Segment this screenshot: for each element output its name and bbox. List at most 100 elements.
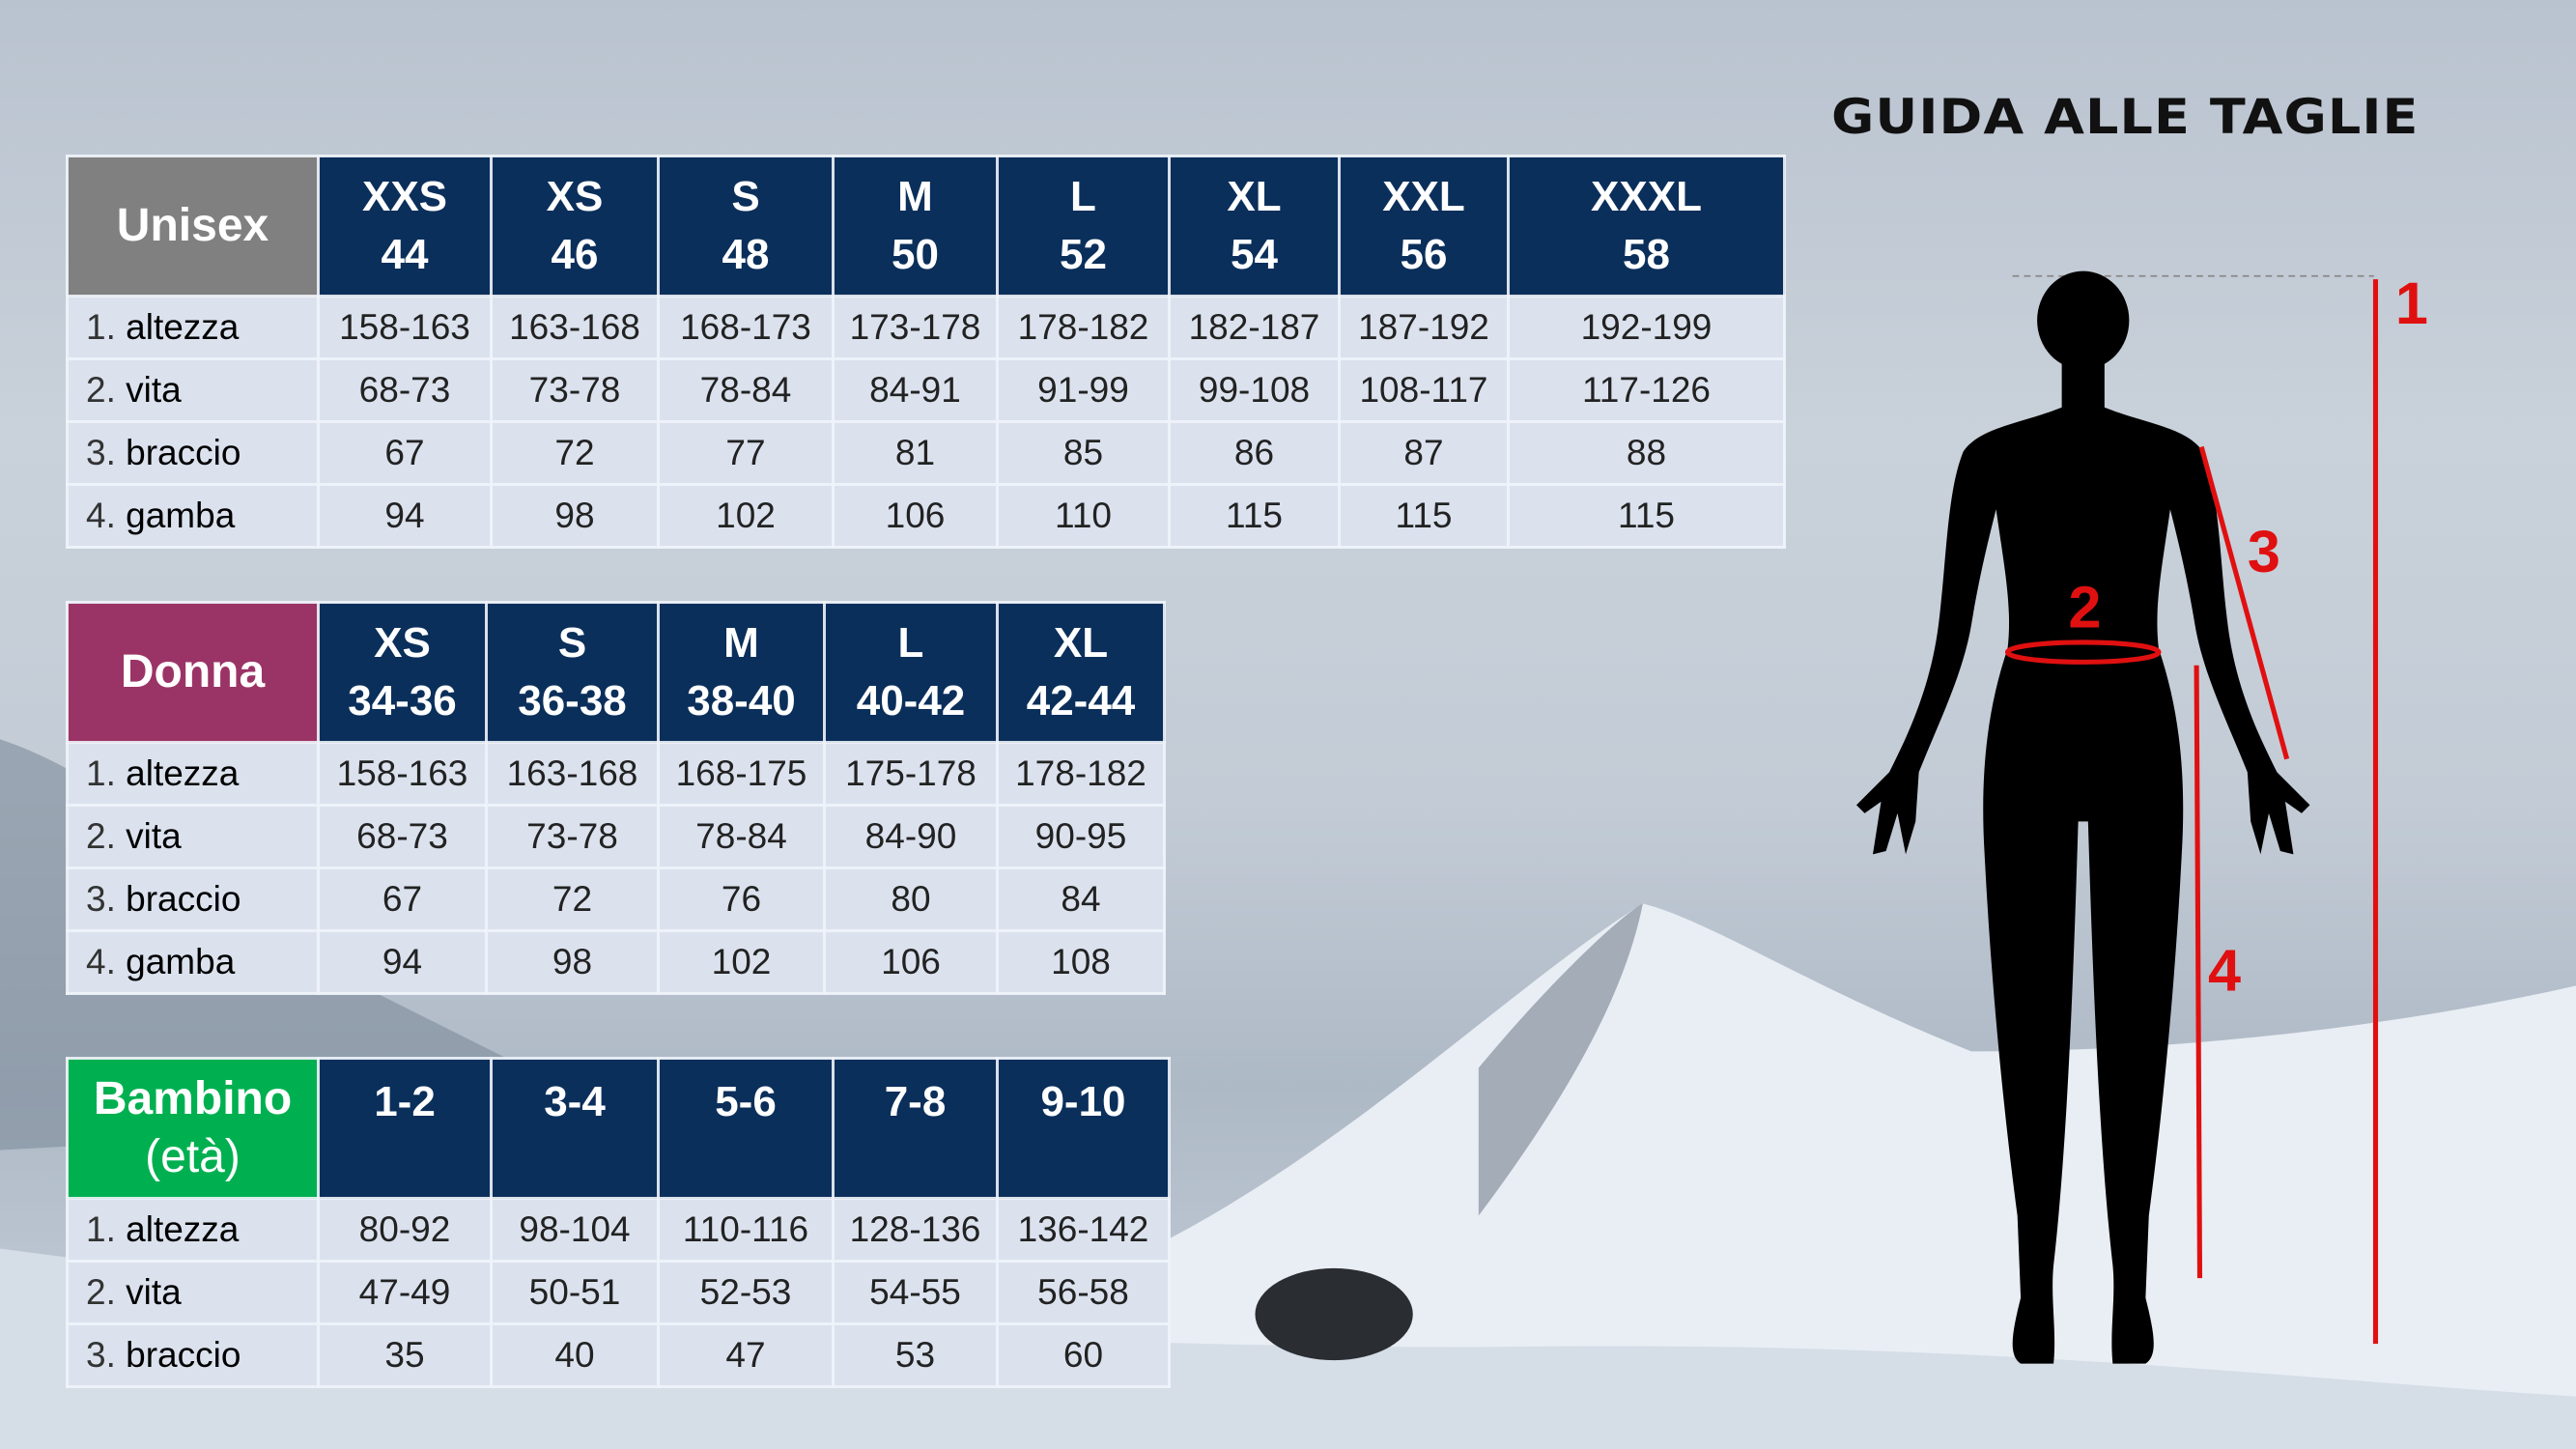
size-header-line: M <box>897 173 933 220</box>
table-cell: 78-84 <box>657 804 826 869</box>
table-cell: 182-187 <box>1168 295 1341 360</box>
table-cell: 187-192 <box>1338 295 1510 360</box>
size-header-line: 36-38 <box>518 677 627 724</box>
size-header: XL 54 <box>1168 155 1341 298</box>
size-header: 9-10 <box>996 1057 1171 1200</box>
size-header-line: 3-4 <box>544 1078 606 1125</box>
row-number: 3. <box>86 879 116 919</box>
leg-line <box>2194 665 2203 1279</box>
marker-4: 4 <box>2208 938 2241 1004</box>
category-label: Bambino <box>93 1073 293 1124</box>
table-cell: 47 <box>657 1322 835 1388</box>
size-header-line: 7-8 <box>884 1078 947 1125</box>
row-measure: altezza <box>126 753 240 793</box>
table-cell: 84-90 <box>823 804 999 869</box>
row-measure: vita <box>126 370 182 410</box>
table-cell: 94 <box>317 929 488 995</box>
table-cell: 67 <box>317 420 493 486</box>
table-cell: 175-178 <box>823 741 999 807</box>
row-label: 3. braccio <box>66 420 320 486</box>
size-header: 7-8 <box>832 1057 999 1200</box>
size-header-line: XXL <box>1382 173 1465 220</box>
row-number: 2. <box>86 1272 116 1312</box>
table-cell: 72 <box>485 867 660 932</box>
size-header-line: 54 <box>1231 231 1278 278</box>
size-header: S 36-38 <box>485 601 660 744</box>
body-silhouette <box>1856 270 2310 1364</box>
table-cell: 163-168 <box>490 295 660 360</box>
header-row: Unisex XXS 44 XS 46 S 48 M 50 L 52 XL 54 XXL 56 XXXL 58 <box>66 155 1786 298</box>
table-cell: 178-182 <box>996 295 1171 360</box>
table-cell: 115 <box>1168 483 1341 549</box>
size-header: XXXL 58 <box>1507 155 1786 298</box>
table-cell: 52-53 <box>657 1260 835 1325</box>
table-cell: 91-99 <box>996 357 1171 423</box>
size-header-line: 52 <box>1060 231 1107 278</box>
table-cell: 77 <box>657 420 835 486</box>
table-cell: 117-126 <box>1507 357 1786 423</box>
table-cell: 108-117 <box>1338 357 1510 423</box>
size-header: 1-2 <box>317 1057 493 1200</box>
size-header-line: 46 <box>551 231 599 278</box>
table-cell: 102 <box>657 483 835 549</box>
category-label: Donna <box>120 646 266 697</box>
table-row: 2. vita 68-73 73-78 78-84 84-91 91-99 99-108 10… <box>66 357 1786 423</box>
table-cell: 84 <box>996 867 1166 932</box>
table-cell: 80 <box>823 867 999 932</box>
row-measure: altezza <box>126 1209 240 1249</box>
table-cell: 87 <box>1338 420 1510 486</box>
row-number: 1. <box>86 753 116 793</box>
row-label: 2. vita <box>66 1260 320 1325</box>
size-header-line: S <box>731 173 760 220</box>
table-row: 4. gamba 94 98 102 106 108 <box>66 929 1166 995</box>
row-label: 3. braccio <box>66 1322 320 1388</box>
marker-1: 1 <box>2395 270 2428 336</box>
table-cell: 73-78 <box>485 804 660 869</box>
size-header: XS 34-36 <box>317 601 488 744</box>
table-cell: 72 <box>490 420 660 486</box>
size-header-line: 1-2 <box>374 1078 436 1125</box>
size-header-line: XXXL <box>1591 173 1702 220</box>
row-label: 4. gamba <box>66 483 320 549</box>
size-header-line: 38-40 <box>687 677 796 724</box>
size-header: M 38-40 <box>657 601 826 744</box>
size-header: XS 46 <box>490 155 660 298</box>
table-row: 2. vita 47-49 50-51 52-53 54-55 56-58 <box>66 1260 1171 1325</box>
size-header-line: L <box>1070 173 1096 220</box>
table-cell: 173-178 <box>832 295 999 360</box>
table-row: 1. altezza 80-92 98-104 110-116 128-136 136-1… <box>66 1197 1171 1263</box>
size-header-line: S <box>557 619 587 667</box>
size-header-line: XS <box>374 619 431 667</box>
size-header-line: 58 <box>1623 231 1670 278</box>
size-header-line: XS <box>546 173 604 220</box>
category-unisex: Unisex <box>66 155 320 298</box>
row-number: 2. <box>86 370 116 410</box>
header-row: Donna XS 34-36 S 36-38 M 38-40 L 40-42 XL 42-44 <box>66 601 1166 744</box>
table-cell: 98 <box>490 483 660 549</box>
table-row: 3. braccio 67 72 76 80 84 <box>66 867 1166 932</box>
table-cell: 68-73 <box>317 804 488 869</box>
table-row: 3. braccio 67 72 77 81 85 86 87 88 <box>66 420 1786 486</box>
table-cell: 81 <box>832 420 999 486</box>
table-cell: 98-104 <box>490 1197 660 1263</box>
table-cell: 67 <box>317 867 488 932</box>
category-donna: Donna <box>66 601 320 744</box>
table-cell: 102 <box>657 929 826 995</box>
row-measure: gamba <box>126 496 236 535</box>
table-cell: 80-92 <box>317 1197 493 1263</box>
size-header-line: 56 <box>1400 231 1448 278</box>
size-header: XXL 56 <box>1338 155 1510 298</box>
page-title: GUIDA ALLE TAGLIE <box>1831 89 2420 145</box>
size-header-line: 40-42 <box>856 677 966 724</box>
row-number: 2. <box>86 816 116 856</box>
table-cell: 98 <box>485 929 660 995</box>
table-cell: 84-91 <box>832 357 999 423</box>
table-cell: 168-173 <box>657 295 835 360</box>
size-header: 5-6 <box>657 1057 835 1200</box>
row-measure: braccio <box>126 879 241 919</box>
row-measure: vita <box>126 1272 182 1312</box>
table-cell: 106 <box>823 929 999 995</box>
waist-ellipse <box>2004 639 2162 665</box>
size-header: M 50 <box>832 155 999 298</box>
size-header-line: XXS <box>361 173 448 220</box>
